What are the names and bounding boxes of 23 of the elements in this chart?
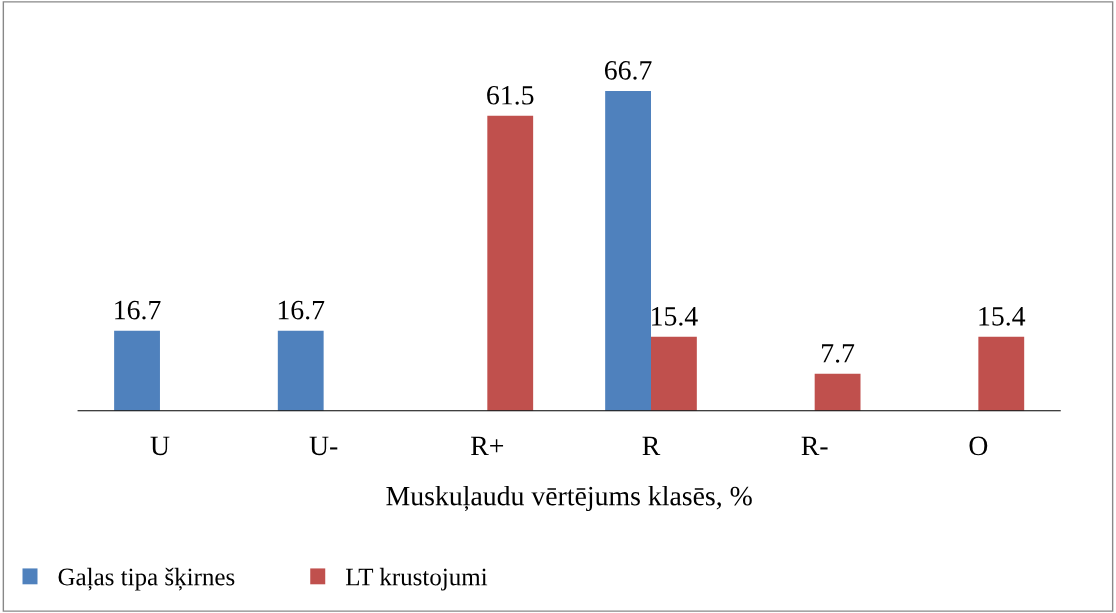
x-axis-title: Muskuļaudu vērtējums klasēs, % [386, 485, 752, 512]
data-label: 66.7 [604, 61, 652, 80]
x-tick-label: R+ [471, 436, 504, 455]
bar [651, 336, 697, 411]
bar [978, 336, 1025, 411]
data-label: 16.7 [115, 300, 161, 320]
legend-label: Gaļas tipa šķirnes [58, 567, 235, 591]
x-tick-label: R [642, 436, 661, 455]
x-tick-label: U [150, 436, 170, 456]
data-label: 7.7 [822, 344, 855, 363]
legend-label: LT krustojumi [345, 567, 488, 591]
x-tick-label: R- [801, 436, 828, 455]
data-label: 15.4 [652, 307, 698, 326]
x-tick-label: O [969, 436, 988, 456]
bar [487, 115, 534, 411]
data-label: 15.4 [979, 307, 1026, 326]
bar [814, 373, 861, 411]
data-label: 61.5 [487, 85, 534, 105]
x-tick-label: U- [309, 436, 338, 456]
data-label: 16.7 [278, 300, 325, 320]
bar [605, 90, 651, 411]
bar [114, 330, 160, 411]
bar [277, 330, 324, 411]
